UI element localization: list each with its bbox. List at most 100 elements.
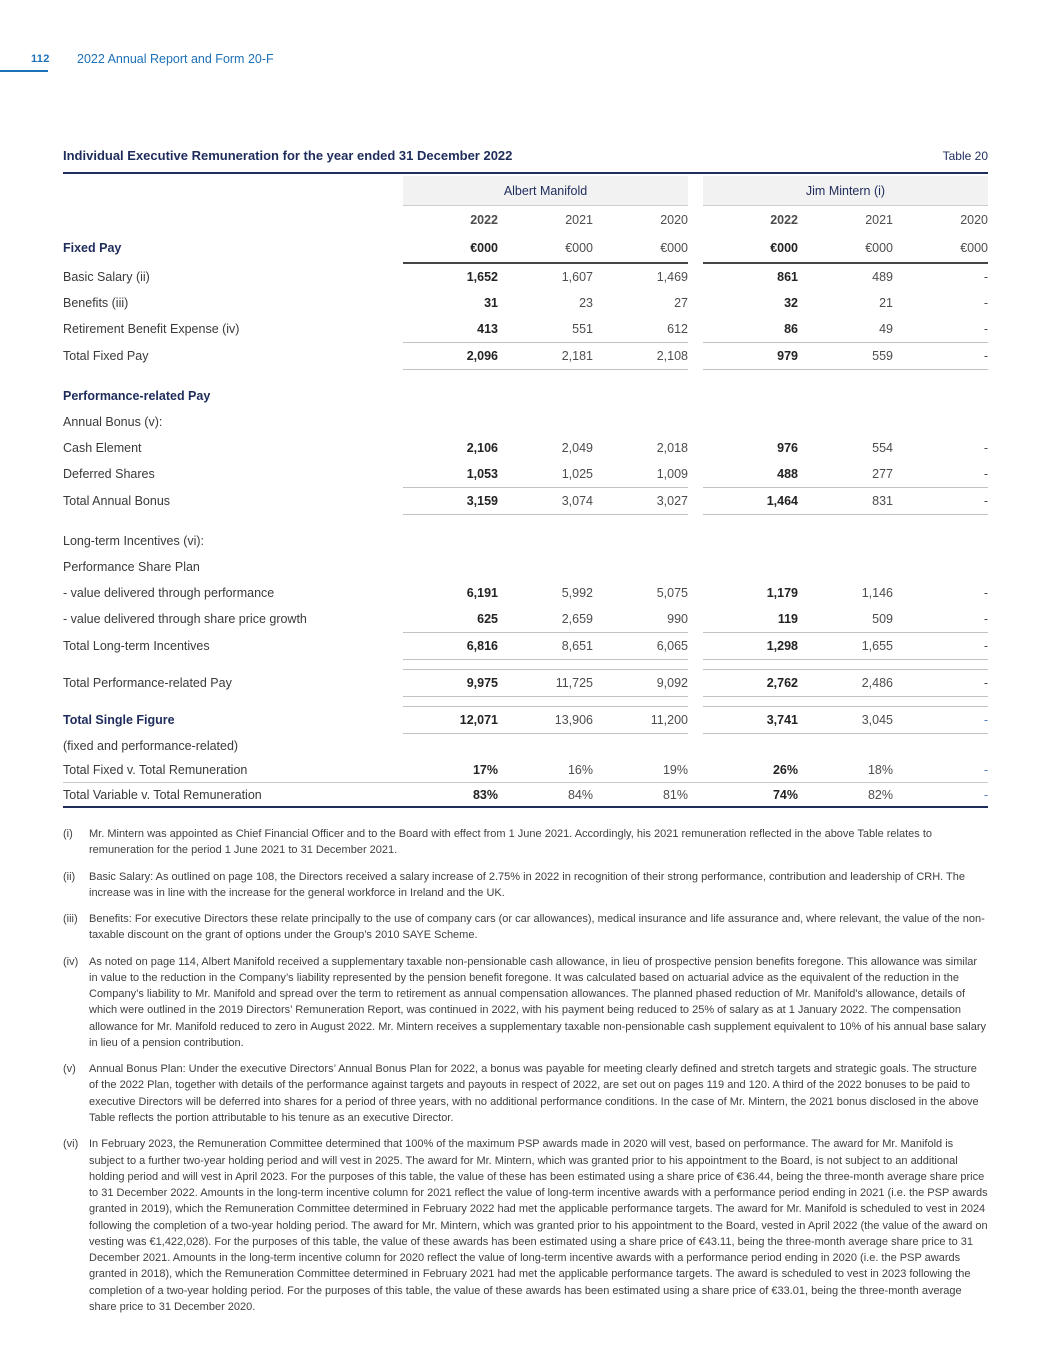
- cell-value: €000: [470, 241, 498, 255]
- cell-value: 8,651: [561, 639, 593, 653]
- row-label: - value delivered through performance: [63, 586, 275, 600]
- table-row: Total Fixed Pay 2,096 2,181 2,108 979 559 -: [63, 343, 988, 369]
- table-row: - value delivered through share price gr…: [63, 606, 988, 632]
- footnote-text: Annual Bonus Plan: Under the executive D…: [89, 1063, 979, 1124]
- cell-value: -: [983, 296, 988, 310]
- footnote-text: In February 2023, the Remuneration Commi…: [89, 1138, 988, 1313]
- cell-value: 19%: [662, 763, 688, 777]
- row-label: Total Long-term Incentives: [63, 639, 210, 653]
- cell-value: -: [983, 586, 988, 600]
- cell-value: 27: [674, 296, 688, 310]
- row-label: Annual Bonus (v):: [63, 415, 163, 429]
- row-label: Retirement Benefit Expense (iv): [63, 322, 240, 336]
- cell-value: 488: [777, 467, 798, 481]
- cell-value: 49: [879, 322, 893, 336]
- row-label: Total Fixed v. Total Remuneration: [63, 763, 248, 777]
- table-row: - value delivered through performance 6,1…: [63, 580, 988, 606]
- cell-value: 551: [572, 322, 593, 336]
- cell-value: 74%: [772, 787, 798, 802]
- cell-value: 82%: [867, 787, 893, 802]
- footnote-item: (ii) Basic Salary: As outlined on page 10…: [63, 869, 988, 902]
- page-number: 112: [31, 53, 50, 65]
- table-row: Annual Bonus (v):: [63, 409, 988, 435]
- cell-value: 1,298: [766, 639, 798, 653]
- cell-value: 6,191: [466, 586, 498, 600]
- group-gap: [688, 176, 703, 206]
- table-row: Deferred Shares 1,053 1,025 1,009 488 277 -: [63, 461, 988, 487]
- table-row: Cash Element 2,106 2,049 2,018 976 554 -: [63, 435, 988, 461]
- label-column-spacer: [63, 176, 403, 206]
- cell-value: 9,975: [466, 676, 498, 690]
- table-row: (fixed and performance-related): [63, 734, 988, 758]
- section-spacer: [63, 370, 988, 383]
- cell-value: 6,816: [466, 639, 498, 653]
- cell-value: 489: [872, 270, 893, 284]
- row-label: Performance-related Pay: [63, 389, 211, 403]
- total-rule: [63, 659, 988, 660]
- cell-value: -: [983, 467, 988, 481]
- cell-value: 554: [872, 441, 893, 455]
- row-label: Total Performance-related Pay: [63, 676, 232, 690]
- cell-value: 2,486: [861, 676, 893, 690]
- group-header-albert-manifold: Albert Manifold: [403, 176, 688, 206]
- cell-value: 277: [872, 467, 893, 481]
- cell-value: 12,071: [459, 713, 498, 727]
- section-spacer: [63, 660, 988, 669]
- table-row: Performance Share Plan: [63, 554, 988, 580]
- cell-value: 861: [777, 270, 798, 284]
- cell-value: -: [983, 494, 988, 508]
- cell-value: 559: [872, 349, 893, 363]
- cell-value: -: [983, 270, 988, 284]
- table-row: Retirement Benefit Expense (iv) 413 551 612…: [63, 316, 988, 342]
- cell-value: 612: [667, 322, 688, 336]
- cell-value: 2020: [960, 213, 988, 227]
- row-label: Total Single Figure: [63, 713, 175, 727]
- cell-value: 831: [872, 494, 893, 508]
- table-row: Total Long-term Incentives 6,816 8,651 6,06…: [63, 633, 988, 659]
- cell-value: €000: [565, 241, 593, 255]
- cell-value: 3,159: [466, 494, 498, 508]
- cell-value: 3,045: [861, 713, 893, 727]
- total-rule: [63, 706, 988, 707]
- footnote-number: (i): [63, 828, 73, 840]
- table-row: Total Single Figure 12,071 13,906 11,200 3,7…: [63, 707, 988, 733]
- footnote-item: (v) Annual Bonus Plan: Under the executiv…: [63, 1061, 988, 1126]
- cell-value: 625: [477, 612, 498, 626]
- table-row: Long-term Incentives (vi):: [63, 528, 988, 554]
- cell-value: 6,065: [656, 639, 688, 653]
- row-label: Total Fixed Pay: [63, 349, 149, 363]
- table-row: Total Annual Bonus 3,159 3,074 3,027 1,464 83…: [63, 488, 988, 514]
- section-spacer: [63, 515, 988, 528]
- cell-value: 1,009: [656, 467, 688, 481]
- row-label: Cash Element: [63, 441, 142, 455]
- table-row: Total Fixed v. Total Remuneration 17% 16% 1…: [63, 758, 988, 782]
- cell-value: 990: [667, 612, 688, 626]
- footnote-text: Basic Salary: As outlined on page 108, t…: [89, 870, 966, 899]
- cell-value: 18%: [867, 763, 893, 777]
- cell-value: -: [983, 322, 988, 336]
- footnote-number: (v): [63, 1063, 76, 1076]
- cell-value: 2,106: [466, 441, 498, 455]
- row-label: Basic Salary (ii): [63, 270, 150, 284]
- cell-value: 2,181: [561, 349, 593, 363]
- footnote-item: (i) Mr. Mintern was appointed as Chief Fi…: [63, 826, 988, 859]
- cell-value: 1,655: [861, 639, 893, 653]
- cell-value: 2022: [470, 213, 498, 227]
- cell-value: 2021: [565, 213, 593, 227]
- cell-value: €000: [865, 241, 893, 255]
- footnote-text: As noted on page 114, Albert Manifold re…: [89, 955, 987, 1049]
- unit-header-row: Fixed Pay €000 €000 €000 €000 €000 €000: [63, 234, 988, 262]
- table-number-label: Table 20: [942, 149, 988, 163]
- cell-value: 9,092: [656, 676, 688, 690]
- cell-value: 13,906: [554, 713, 593, 727]
- cell-value: €000: [770, 241, 798, 255]
- cell-value: 2,096: [466, 349, 498, 363]
- row-label: Total Annual Bonus: [63, 494, 171, 508]
- cell-value: 2,108: [656, 349, 688, 363]
- table-row: Performance-related Pay: [63, 383, 988, 409]
- cell-value: -: [983, 763, 988, 777]
- total-rule: [63, 632, 988, 633]
- cell-value: 31: [484, 296, 498, 310]
- cell-value: 3,027: [656, 494, 688, 508]
